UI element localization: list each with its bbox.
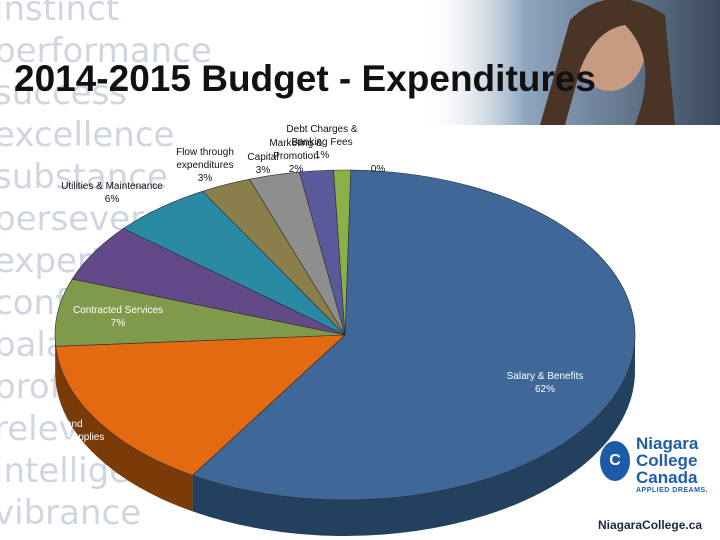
pie-slice (54, 278, 346, 347)
slice-label-capital: Capital 3% (247, 152, 278, 176)
slice-label-flow: Flow through expenditures 3% (176, 147, 234, 184)
slice-label-zero: 0% (371, 164, 386, 175)
slice-label-salary: Salary & Benefits 62% (507, 371, 584, 395)
logo-line-3: Canada (636, 468, 698, 487)
slice-label-debt: Debt Charges & Banking Fees 1% (286, 124, 357, 161)
website-url: NiagaraCollege.ca (598, 518, 703, 532)
logo-line-2: College (636, 451, 698, 470)
logo-line-1: Niagara (636, 434, 699, 453)
logo-tagline: APPLIED DREAMS. (636, 487, 709, 494)
pie-slice-side (55, 346, 193, 512)
background-word: excellence (0, 115, 175, 155)
slice-label-materials: and Supplies (66, 419, 104, 443)
background-word: performance (0, 31, 212, 71)
pie-slice (333, 169, 352, 336)
slice-label-utilities: Utilities & Maintenance 6% (61, 181, 163, 205)
logo-mark-icon: C (600, 441, 630, 481)
background-word: vibrance (0, 493, 142, 533)
pie-slice-side (192, 335, 635, 536)
college-logo: C Niagara College Canada APPLIED DREAMS. (600, 435, 715, 495)
pie-slice (55, 334, 346, 476)
background-word: instinct (0, 0, 120, 29)
background-word: success (0, 73, 127, 113)
student-photo (420, 0, 720, 125)
slice-label-marketing: Marketing & Promotion 2% (269, 138, 323, 175)
background-word: substance (0, 157, 168, 197)
slide-title: 2014-2015 Budget - Expenditures (14, 58, 596, 99)
pie-slice (191, 169, 636, 501)
slice-label-contracted: Contracted Services 7% (73, 305, 163, 329)
